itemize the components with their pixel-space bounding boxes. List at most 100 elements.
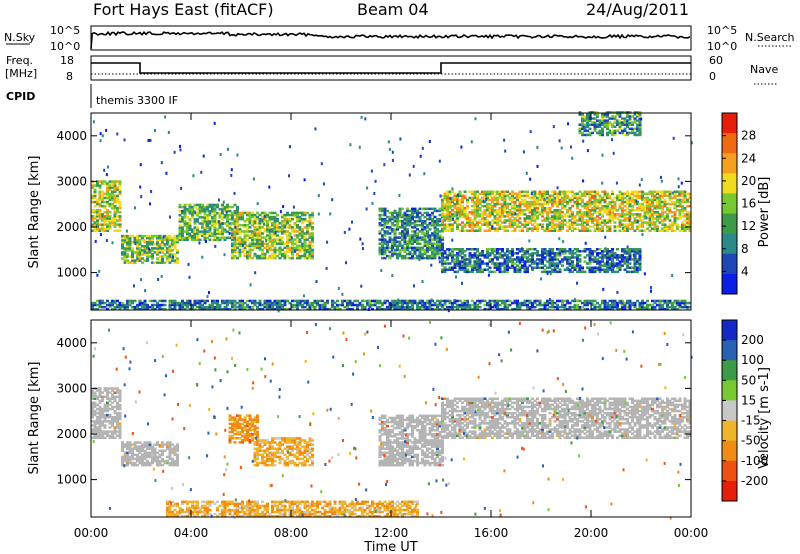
heatmap-cell (673, 206, 677, 210)
heatmap-cell (236, 246, 239, 250)
heatmap-cell (208, 214, 212, 217)
heatmap-cell (543, 227, 547, 230)
heatmap-cell (648, 303, 652, 307)
heatmap-cell (173, 303, 177, 307)
heatmap-cell (103, 168, 106, 172)
heatmap-cell (633, 219, 637, 222)
heatmap-cell (653, 299, 657, 303)
heatmap-cell (471, 254, 474, 257)
heatmap-cell (593, 190, 597, 193)
heatmap-cell (93, 196, 97, 200)
heatmap-cell (463, 209, 467, 212)
heatmap-cell (396, 301, 399, 305)
heatmap-cell (688, 229, 692, 232)
heatmap-cell (188, 303, 192, 307)
heatmap-cell (98, 227, 102, 230)
heatmap-cell (373, 303, 377, 307)
heatmap-cell (596, 260, 599, 263)
heatmap-cell (246, 254, 249, 258)
heatmap-cell (258, 224, 262, 227)
heatmap-cell (446, 268, 449, 271)
heatmap-cell (573, 305, 577, 309)
heatmap-cell (103, 204, 107, 208)
heatmap-cell (583, 129, 587, 133)
heatmap-cell (138, 249, 142, 252)
heatmap-cell (673, 190, 677, 193)
heatmap-cell (598, 209, 602, 212)
heatmap-cell (191, 305, 194, 309)
heatmap-cell (468, 219, 472, 222)
heatmap-cell (601, 129, 604, 133)
heatmap-cell (403, 217, 407, 221)
heatmap-cell (641, 198, 644, 202)
heatmap-cell (233, 238, 237, 242)
heatmap-cell (178, 236, 182, 240)
heatmap-cell (91, 209, 94, 212)
heatmap-cell (558, 248, 562, 251)
heatmap-cell (453, 221, 457, 224)
heatmap-cell (606, 268, 609, 271)
heatmap-cell (516, 264, 519, 267)
heatmap-cell (411, 240, 414, 243)
heatmap-cell (556, 213, 559, 216)
heatmap-cell (453, 299, 456, 303)
heatmap-cell (576, 202, 579, 206)
heatmap-cell (583, 248, 587, 251)
heatmap-cell (258, 234, 262, 237)
heatmap-cell (529, 130, 532, 134)
heatmap-cell (223, 307, 227, 311)
heatmap-cell (233, 219, 237, 223)
heatmap-cell (536, 299, 539, 303)
heatmap-cell (383, 252, 387, 256)
heatmap-cell (591, 190, 594, 193)
heatmap-cell (411, 207, 414, 211)
heatmap-cell (261, 222, 264, 225)
heatmap-cell (186, 226, 189, 229)
heatmap-cell (396, 252, 399, 256)
heatmap-cell (223, 253, 226, 257)
heatmap-cell (173, 301, 177, 305)
heatmap-cell (326, 240, 329, 244)
heatmap-cell (571, 194, 574, 198)
heatmap-cell (566, 211, 569, 214)
heatmap-cell (621, 219, 624, 222)
heatmap-cell (651, 198, 654, 202)
heatmap-cell (473, 301, 477, 305)
heatmap-cell (556, 248, 559, 251)
heatmap-cell (478, 209, 482, 212)
heatmap-cell (173, 236, 177, 240)
heatmap-cell (546, 206, 549, 210)
heatmap-cell (363, 307, 367, 311)
heatmap-cell (673, 217, 677, 220)
heatmap-cell (453, 213, 457, 216)
heatmap-cell (476, 202, 479, 206)
heatmap-cell (516, 225, 519, 228)
heatmap-cell (623, 260, 627, 263)
heatmap-cell (483, 223, 487, 226)
heatmap-cell (511, 206, 514, 210)
heatmap-cell (511, 307, 514, 311)
heatmap-cell (556, 202, 559, 206)
heatmap-cell (426, 248, 429, 252)
heatmap-cell (251, 240, 254, 243)
heatmap-cell (168, 257, 172, 260)
heatmap-cell (433, 226, 437, 229)
heatmap-cell (416, 307, 419, 311)
heatmap-cell (486, 219, 489, 222)
heatmap-cell (536, 198, 539, 202)
heatmap-cell (508, 223, 512, 226)
heatmap-cell (626, 227, 629, 230)
heatmap-cell (213, 214, 217, 217)
heatmap-cell (406, 209, 409, 213)
heatmap-cell (571, 262, 574, 265)
heatmap-cell (251, 219, 254, 223)
heatmap-cell (639, 131, 642, 134)
heatmap-cell (466, 264, 469, 267)
heatmap-cell (448, 252, 452, 255)
heatmap-cell (453, 264, 457, 267)
heatmap-cell (453, 204, 457, 208)
heatmap-cell (401, 244, 404, 248)
heatmap-cell (108, 211, 112, 214)
heatmap-cell (683, 305, 687, 309)
heatmap-cell (606, 192, 609, 196)
